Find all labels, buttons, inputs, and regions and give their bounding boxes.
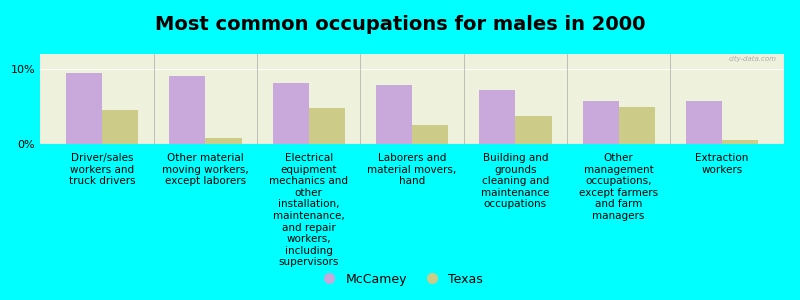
Bar <box>273 82 309 144</box>
Text: Electrical
equipment
mechanics and
other
installation,
maintenance,
and repair
w: Electrical equipment mechanics and other… <box>269 153 348 267</box>
Text: Most common occupations for males in 2000: Most common occupations for males in 200… <box>154 15 646 34</box>
Text: Laborers and
material movers,
hand: Laborers and material movers, hand <box>367 153 457 186</box>
Bar <box>169 76 206 144</box>
Bar <box>206 138 242 144</box>
Bar <box>686 100 722 144</box>
Bar <box>412 125 448 144</box>
Bar <box>618 106 655 144</box>
Text: Extraction
workers: Extraction workers <box>695 153 749 175</box>
Legend: McCamey, Texas: McCamey, Texas <box>312 268 488 291</box>
Bar <box>309 108 345 144</box>
Bar <box>479 90 515 144</box>
Bar <box>722 140 758 144</box>
Bar <box>376 85 412 144</box>
Text: Building and
grounds
cleaning and
maintenance
occupations: Building and grounds cleaning and mainte… <box>481 153 550 209</box>
Bar <box>102 110 138 144</box>
Text: Other
management
occupations,
except farmers
and farm
managers: Other management occupations, except far… <box>579 153 658 221</box>
Bar <box>582 100 618 144</box>
Text: city-data.com: city-data.com <box>729 56 777 62</box>
Text: Other material
moving workers,
except laborers: Other material moving workers, except la… <box>162 153 249 186</box>
Bar <box>66 73 102 144</box>
Bar <box>515 116 551 144</box>
Text: Driver/sales
workers and
truck drivers: Driver/sales workers and truck drivers <box>69 153 135 186</box>
